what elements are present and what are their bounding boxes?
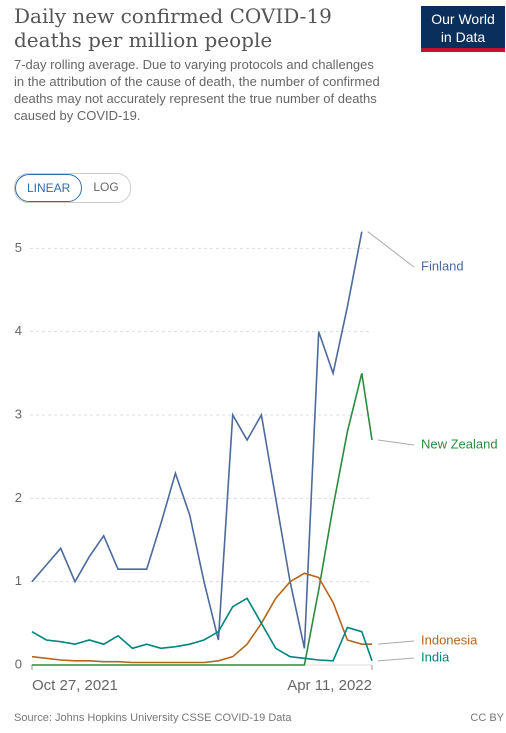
logo-line: Our World (431, 11, 495, 27)
source: Source: Johns Hopkins University CSSE CO… (14, 712, 292, 724)
scale-toggle: LINEAR LOG (14, 173, 131, 203)
y-tick-label: 2 (15, 490, 22, 505)
label-connector (377, 439, 415, 446)
x-tick-label: Oct 27, 2021 (32, 677, 118, 694)
y-tick-label: 3 (15, 406, 22, 421)
label-connector (377, 657, 415, 662)
logo[interactable]: Our World in Data (421, 6, 505, 52)
series-line (32, 373, 373, 666)
legend-label: India (421, 649, 450, 664)
chart-subtitle: 7-day rolling average. Due to varying pr… (14, 57, 380, 123)
log-button[interactable]: LOG (93, 180, 119, 194)
chart-title: Daily new confirmed COVID-19 deaths per … (14, 4, 332, 52)
legend-label: Finland (421, 258, 464, 273)
x-tick-label: Apr 11, 2022 (287, 677, 372, 694)
y-tick-label: 1 (15, 573, 22, 588)
series-line (31, 597, 373, 662)
y-tick-label: 5 (15, 240, 22, 255)
legend-label: New Zealand (421, 436, 498, 451)
label-connector (367, 231, 415, 268)
linear-button[interactable]: LINEAR (15, 174, 83, 202)
logo-line: in Data (440, 29, 486, 45)
y-tick-label: 0 (15, 656, 22, 671)
y-tick-label: 4 (15, 323, 22, 338)
series-line (31, 231, 363, 649)
label-connector (377, 640, 415, 645)
legend-label: Indonesia (421, 632, 478, 647)
license[interactable]: CC BY (470, 712, 504, 724)
series-line (31, 572, 372, 664)
